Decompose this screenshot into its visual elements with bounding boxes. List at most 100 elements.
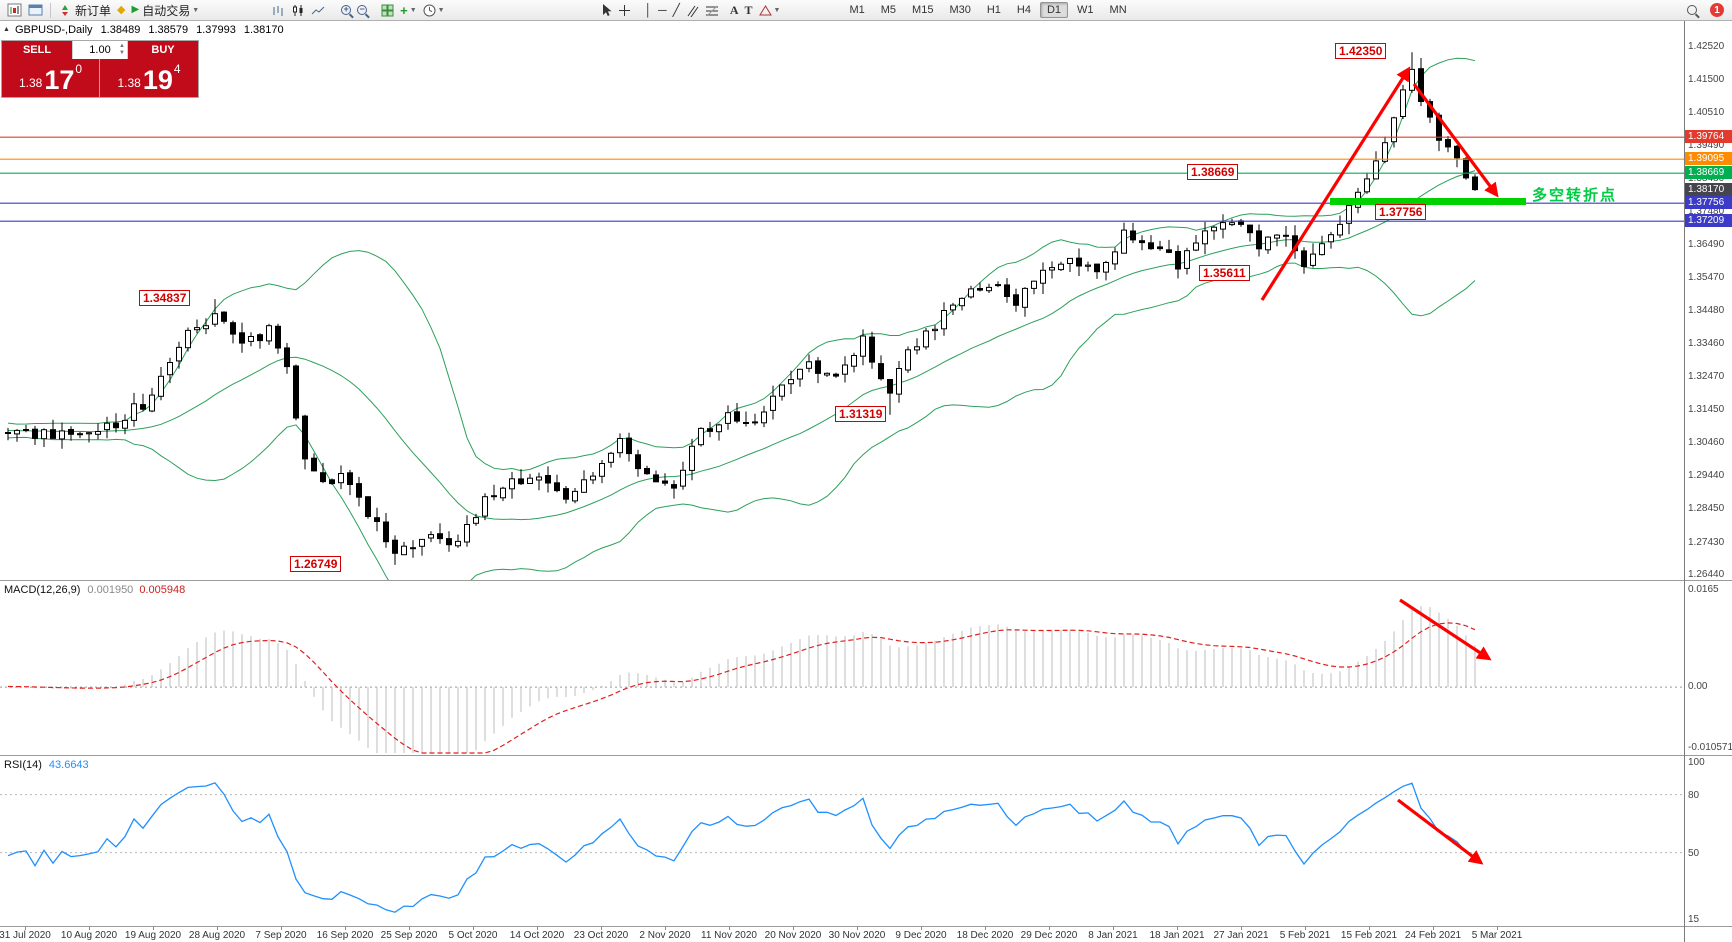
date-axis-label: 29 Dec 2020 <box>1020 930 1078 941</box>
timeframe-w1[interactable]: W1 <box>1077 4 1094 16</box>
date-tick <box>409 927 410 930</box>
text-label-button[interactable]: T <box>742 1 756 20</box>
timeframe-d1[interactable]: D1 <box>1039 2 1069 18</box>
price-callout[interactable]: 1.34837 <box>139 290 191 307</box>
price-axis-label: 1.34480 <box>1688 304 1725 316</box>
date-axis-label: 28 Aug 2020 <box>188 930 246 941</box>
chart-line-button[interactable] <box>308 1 328 20</box>
date-axis-label: 11 Nov 2020 <box>701 930 757 941</box>
date-axis-label: 27 Jan 2021 <box>1213 930 1269 941</box>
macd-value-signal: 0.005948 <box>139 584 186 596</box>
sell-price-button[interactable]: 1.38 17 0 <box>2 59 100 97</box>
spin-down-icon[interactable]: ▼ <box>119 50 125 56</box>
search-icon <box>1687 5 1697 15</box>
buy-button[interactable]: BUY <box>128 41 198 59</box>
search-button[interactable] <box>1684 1 1700 20</box>
date-axis-label: 8 Jan 2021 <box>1088 930 1138 941</box>
date-tick <box>1305 927 1306 930</box>
volume-spinner[interactable]: ▲ ▼ <box>119 43 125 57</box>
price-callout[interactable]: 1.35611 <box>1199 264 1250 281</box>
panel-divider[interactable] <box>0 755 1732 756</box>
timeframe-h1[interactable]: H1 <box>986 4 1001 16</box>
notification-badge[interactable]: 1 <box>1710 3 1724 17</box>
timeframe-m15[interactable]: M15 <box>912 4 934 16</box>
date-axis-label: 18 Jan 2021 <box>1149 930 1205 941</box>
price-callout[interactable]: 1.42350 <box>1335 43 1387 60</box>
price-axis-label: 1.27430 <box>1688 536 1725 548</box>
date-axis-label: 5 Mar 2021 <box>1471 930 1523 941</box>
window-icon <box>28 4 43 16</box>
timeframe-m1[interactable]: M1 <box>849 4 865 16</box>
sell-button[interactable]: SELL <box>2 41 72 59</box>
volume-value: 1.00 <box>89 44 111 56</box>
price-axis-label: 1.35470 <box>1688 272 1725 284</box>
indicators-button[interactable]: + ▼ <box>397 1 420 20</box>
vertical-line-button[interactable]: │ <box>642 1 656 20</box>
text-button[interactable]: A <box>727 1 742 20</box>
trendline-button[interactable]: ╱ <box>670 1 683 20</box>
date-axis-label: 14 Oct 2020 <box>509 930 565 941</box>
candlestick-icon <box>293 4 303 16</box>
zoom-in-icon: + <box>341 5 352 15</box>
date-tick <box>89 927 90 930</box>
timeframe-m5[interactable]: M5 <box>880 4 897 16</box>
price-axis-label: 1.28450 <box>1688 503 1725 515</box>
new-chart-icon <box>7 3 22 17</box>
collapse-one-click-icon[interactable]: ▲ <box>3 26 10 33</box>
date-axis-label: 5 Oct 2020 <box>448 930 498 941</box>
timeframe-m30[interactable]: M30 <box>949 4 971 16</box>
cursor-button[interactable] <box>598 1 615 20</box>
panel-divider[interactable] <box>0 580 1732 581</box>
channel-icon <box>687 5 699 17</box>
new-order-button[interactable]: 新订单 <box>55 1 114 20</box>
volume-field[interactable]: 1.00 ▲ ▼ <box>72 41 128 59</box>
label-icon: T <box>744 3 753 17</box>
rsi-canvas[interactable] <box>0 756 1684 926</box>
chart-window-button[interactable] <box>25 1 46 20</box>
date-tick <box>1049 927 1050 930</box>
date-axis[interactable]: 31 Jul 2020 10 Aug 2020 19 Aug 2020 28 Aug … <box>0 927 1684 942</box>
rsi-axis-label: 15 <box>1688 914 1700 925</box>
sell-price-big: 17 <box>44 65 75 95</box>
horizontal-line-button[interactable]: ─ <box>655 1 670 20</box>
date-axis-label: 30 Nov 2020 <box>828 930 886 941</box>
zoom-out-button[interactable]: − <box>354 1 370 20</box>
buy-price-button[interactable]: 1.38 19 4 <box>100 59 198 97</box>
macd-canvas[interactable] <box>0 581 1684 755</box>
date-axis-label: 19 Aug 2020 <box>124 930 182 941</box>
turning-point-note[interactable]: 多空转折点 <box>1532 187 1618 204</box>
tile-windows-button[interactable] <box>378 1 397 20</box>
text-icon: A <box>729 3 739 17</box>
horizontal-line-icon: ─ <box>658 3 667 17</box>
panel-divider[interactable] <box>0 926 1732 927</box>
macd-title: MACD(12,26,9) <box>4 584 81 596</box>
fibonacci-button[interactable] <box>702 1 722 20</box>
diamond-button[interactable]: ◆ <box>114 1 128 20</box>
date-tick <box>1241 927 1242 930</box>
price-axis-label: 1.33460 <box>1688 338 1725 350</box>
one-click-trading-panel: SELL 1.00 ▲ ▼ BUY 1.38 17 0 1.38 19 4 <box>1 40 199 98</box>
price-callout[interactable]: 1.37756 <box>1375 204 1427 221</box>
crosshair-button[interactable] <box>615 1 634 20</box>
price-callout[interactable]: 1.26749 <box>290 555 342 572</box>
periods-button[interactable]: ▼ <box>420 1 448 20</box>
clock-icon <box>423 4 436 16</box>
price-axis[interactable]: 1.425201.415001.405101.394901.384801.374… <box>1684 21 1732 942</box>
timeframe-mn[interactable]: MN <box>1109 4 1127 16</box>
date-tick <box>345 927 346 930</box>
price-callout[interactable]: 1.38669 <box>1187 164 1239 181</box>
date-tick <box>281 927 282 930</box>
spin-up-icon[interactable]: ▲ <box>119 43 125 49</box>
price-axis-label: 1.41500 <box>1688 74 1725 86</box>
autotrade-button[interactable]: ▶ 自动交易 ▼ <box>128 1 202 20</box>
channel-button[interactable] <box>683 1 702 20</box>
arrows-shapes-button[interactable]: ▼ <box>756 1 784 20</box>
price-axis-label: 1.36490 <box>1688 238 1725 250</box>
chart-candles-button[interactable] <box>288 1 308 20</box>
timeframe-h4[interactable]: H4 <box>1016 4 1031 16</box>
chart-bars-button[interactable] <box>268 1 288 20</box>
new-chart-button[interactable] <box>4 1 25 20</box>
date-tick <box>153 927 154 930</box>
zoom-in-button[interactable]: + <box>338 1 354 20</box>
price-callout[interactable]: 1.31319 <box>835 405 887 422</box>
